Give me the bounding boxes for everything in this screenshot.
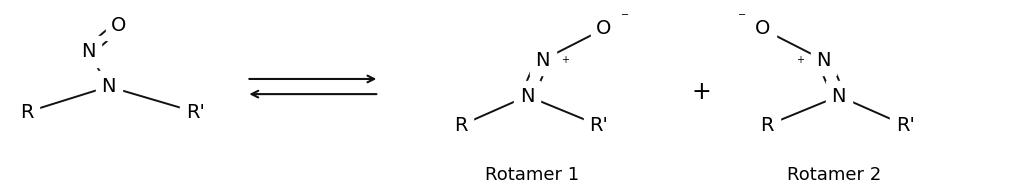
Text: O: O <box>755 19 770 38</box>
Text: N: N <box>520 87 535 105</box>
Text: R: R <box>761 116 774 135</box>
Text: Rotamer 2: Rotamer 2 <box>786 166 881 185</box>
Text: N: N <box>816 50 830 70</box>
Text: R': R' <box>590 116 608 135</box>
Text: R': R' <box>186 103 205 122</box>
Text: N: N <box>81 42 95 61</box>
Text: $^{+}$: $^{+}$ <box>560 55 569 69</box>
Text: N: N <box>831 87 846 105</box>
Text: Rotamer 1: Rotamer 1 <box>485 166 580 185</box>
Text: R: R <box>20 103 34 122</box>
Text: +: + <box>691 80 711 104</box>
Text: $^{-}$: $^{-}$ <box>620 11 629 25</box>
Text: N: N <box>536 50 550 70</box>
Text: R: R <box>455 116 468 135</box>
Text: R': R' <box>896 116 914 135</box>
Text: $^{-}$: $^{-}$ <box>737 11 746 25</box>
Text: $^{+}$: $^{+}$ <box>797 55 806 69</box>
Text: O: O <box>596 19 611 38</box>
Text: O: O <box>112 16 127 35</box>
Text: N: N <box>101 77 116 96</box>
